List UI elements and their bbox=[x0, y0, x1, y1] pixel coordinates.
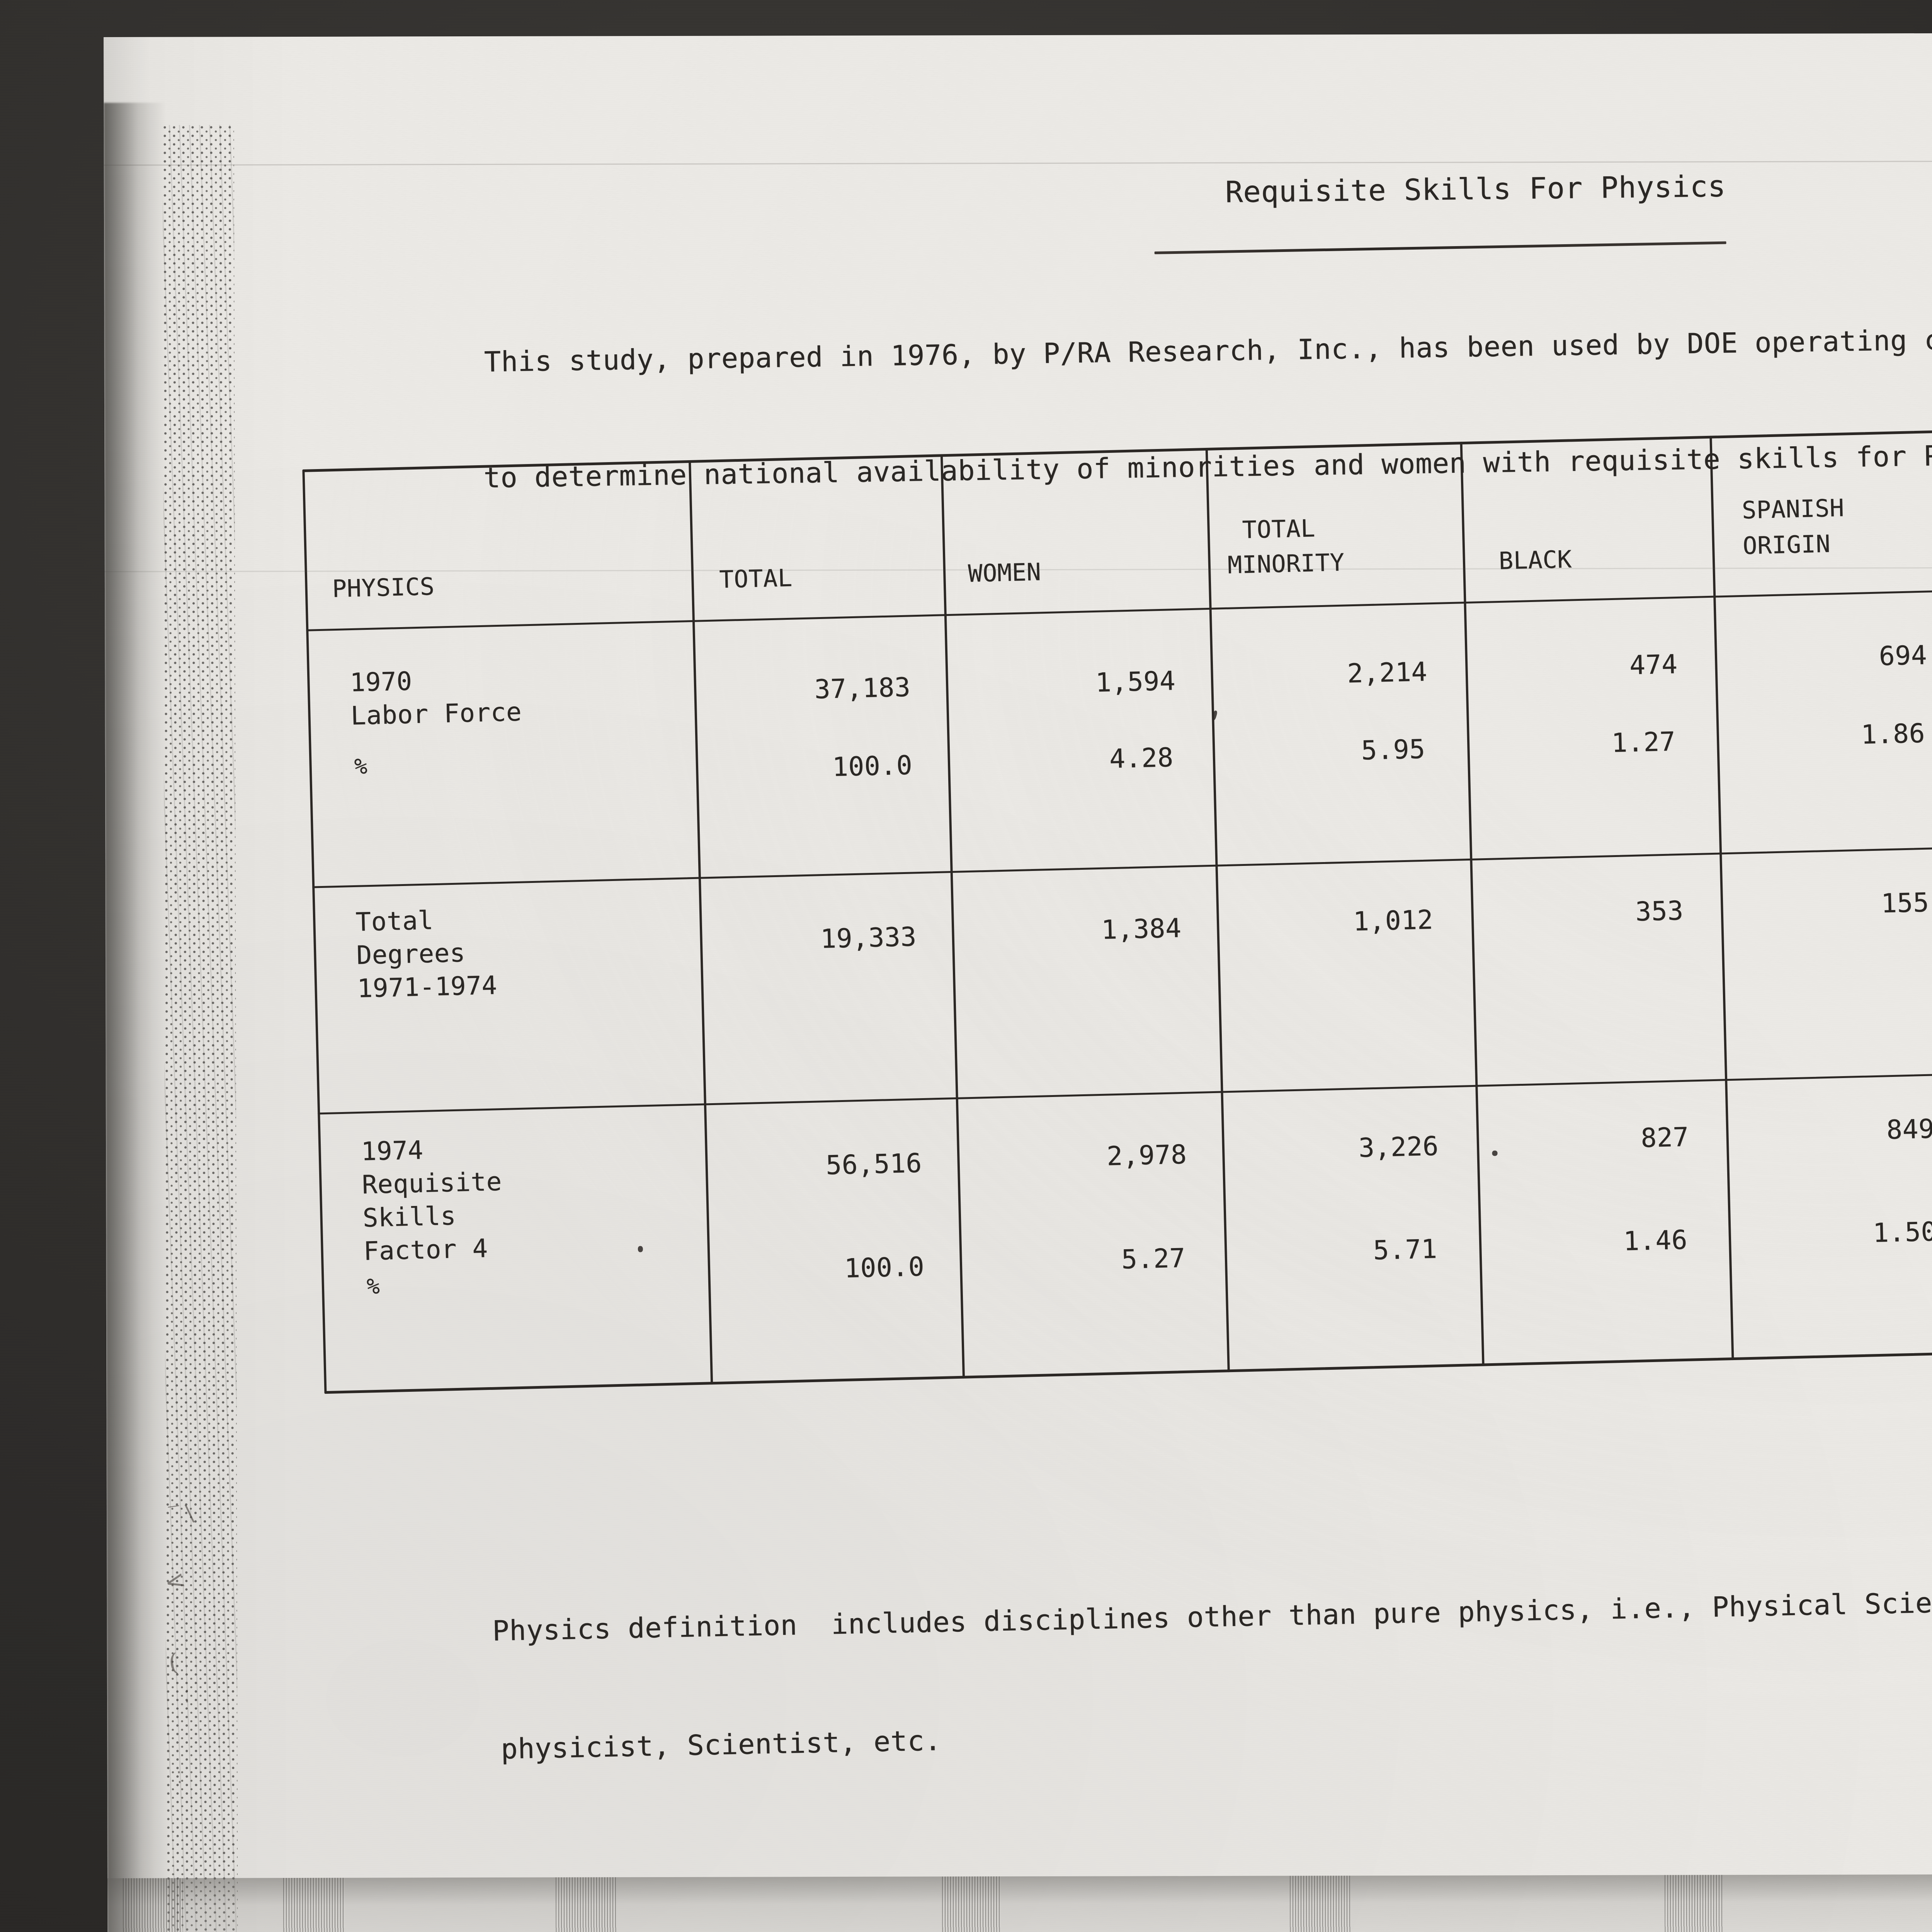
cell-degrees-black: 353 bbox=[1635, 895, 1684, 927]
col-sep-5 bbox=[1709, 435, 1734, 1361]
stripe-segment bbox=[1289, 1876, 1351, 1932]
col-sep-2 bbox=[940, 454, 965, 1379]
ink-speck-factor bbox=[638, 1246, 643, 1252]
cell-requisite-spanish-origin: 849 bbox=[1886, 1114, 1932, 1146]
cell-1970pct-total: 100.0 bbox=[832, 750, 913, 783]
cell-1970pct-black: 1.27 bbox=[1611, 726, 1676, 759]
cell-requisite-black: 827 bbox=[1640, 1122, 1689, 1154]
header-total-minority-line1: TOTAL bbox=[1242, 514, 1316, 544]
stripe-segment bbox=[555, 1877, 617, 1932]
cell-requisitepct-black: 1.46 bbox=[1623, 1225, 1688, 1257]
cell-degrees-total-minority: 1,012 bbox=[1352, 905, 1434, 937]
stripe-segment bbox=[942, 1876, 1001, 1932]
cell-degrees-total: 19,333 bbox=[820, 922, 917, 955]
margin-handwriting: ‾ \ bbox=[163, 1499, 196, 1530]
cell-1970-spanish-origin: 694 bbox=[1878, 640, 1927, 672]
cell-1970-women: 1,594 bbox=[1095, 666, 1176, 698]
intro-line-1: This study, prepared in 1976, by P/RA Re… bbox=[484, 321, 1932, 378]
cell-1970-total-minority: 2,214 bbox=[1347, 656, 1428, 689]
header-total-minority-line2: MINORITY bbox=[1227, 548, 1345, 579]
row-label-1970-line2: Labor Force bbox=[350, 697, 522, 731]
stripe-segment bbox=[1664, 1875, 1723, 1932]
row-label-requisite-line2: Requisite bbox=[361, 1167, 502, 1200]
footnote: Physics definition includes disciplines … bbox=[490, 1500, 1932, 1847]
page-title-text: Requisite Skills For Physics bbox=[1225, 169, 1726, 209]
cell-requisitepct-total-minority: 5.71 bbox=[1372, 1234, 1438, 1266]
row-label-requisite-line1: 1974 bbox=[361, 1135, 424, 1167]
cell-requisitepct-spanish-origin: 1.50 bbox=[1872, 1216, 1932, 1249]
data-table: PHYSICS TOTAL WOMEN TOTAL MINORITY BLACK… bbox=[302, 416, 1932, 1396]
footnote-line-1: Physics definition includes disciplines … bbox=[492, 1584, 1932, 1647]
row-label-requisite-percent: % bbox=[366, 1274, 380, 1299]
binding-shadow bbox=[104, 102, 170, 1932]
cell-degrees-women: 1,384 bbox=[1101, 913, 1182, 946]
table-border-bottom bbox=[324, 1338, 1932, 1394]
footnote-line-2: physicist, Scientist, etc. bbox=[500, 1724, 942, 1765]
cell-1970pct-total-minority: 5.95 bbox=[1361, 734, 1426, 766]
table-border-left bbox=[302, 469, 327, 1394]
cell-requisitepct-total: 100.0 bbox=[844, 1252, 925, 1284]
rule-row1-bottom bbox=[312, 833, 1932, 888]
header-black: BLACK bbox=[1498, 545, 1572, 575]
header-spanish-origin-line1: SPANISH bbox=[1742, 493, 1845, 524]
scanner-stripe-band bbox=[107, 1873, 1932, 1932]
header-spanish-origin-line2: ORIGIN bbox=[1742, 529, 1831, 560]
cell-requisite-total: 56,516 bbox=[825, 1148, 922, 1181]
rule-header-bottom bbox=[306, 576, 1932, 631]
cell-1970-black: 474 bbox=[1629, 649, 1678, 681]
stripe-segment bbox=[283, 1878, 345, 1932]
stripe-segment bbox=[122, 1878, 183, 1932]
col-sep-1 bbox=[689, 460, 713, 1385]
rule-row2-bottom bbox=[318, 1060, 1932, 1115]
header-total: TOTAL bbox=[719, 563, 793, 594]
scanned-page: Requisite Skills For Physics This study,… bbox=[104, 32, 1932, 1932]
cell-requisitepct-women: 5.27 bbox=[1121, 1243, 1186, 1275]
cell-requisite-women: 2,978 bbox=[1106, 1139, 1187, 1172]
row-label-1970-line1: 1970 bbox=[349, 666, 413, 698]
row-label-requisite-line4: Factor 4 bbox=[363, 1233, 488, 1266]
cell-requisite-total-minority: 3,226 bbox=[1358, 1131, 1439, 1164]
row-label-degrees-line1: Total bbox=[355, 905, 434, 937]
cell-1970-total: 37,183 bbox=[814, 672, 911, 705]
row-label-degrees-line2: Degrees bbox=[356, 938, 466, 970]
row-label-requisite-line3: Skills bbox=[362, 1201, 456, 1233]
cell-degrees-spanish-origin: 155 bbox=[1881, 887, 1930, 919]
ink-speck-row3 bbox=[1492, 1150, 1498, 1156]
header-women: WOMEN bbox=[968, 558, 1042, 588]
cell-1970pct-women: 4.28 bbox=[1109, 742, 1174, 775]
col-sep-3 bbox=[1205, 447, 1230, 1372]
margin-handwriting-4: ⁚ bbox=[184, 1687, 190, 1707]
row-label-degrees-line3: 1971-1974 bbox=[357, 970, 498, 1003]
header-physics: PHYSICS bbox=[332, 572, 435, 603]
row-label-1970-percent: % bbox=[354, 754, 368, 779]
col-sep-4 bbox=[1460, 442, 1485, 1366]
cell-1970pct-spanish-origin: 1.86 bbox=[1861, 718, 1925, 750]
